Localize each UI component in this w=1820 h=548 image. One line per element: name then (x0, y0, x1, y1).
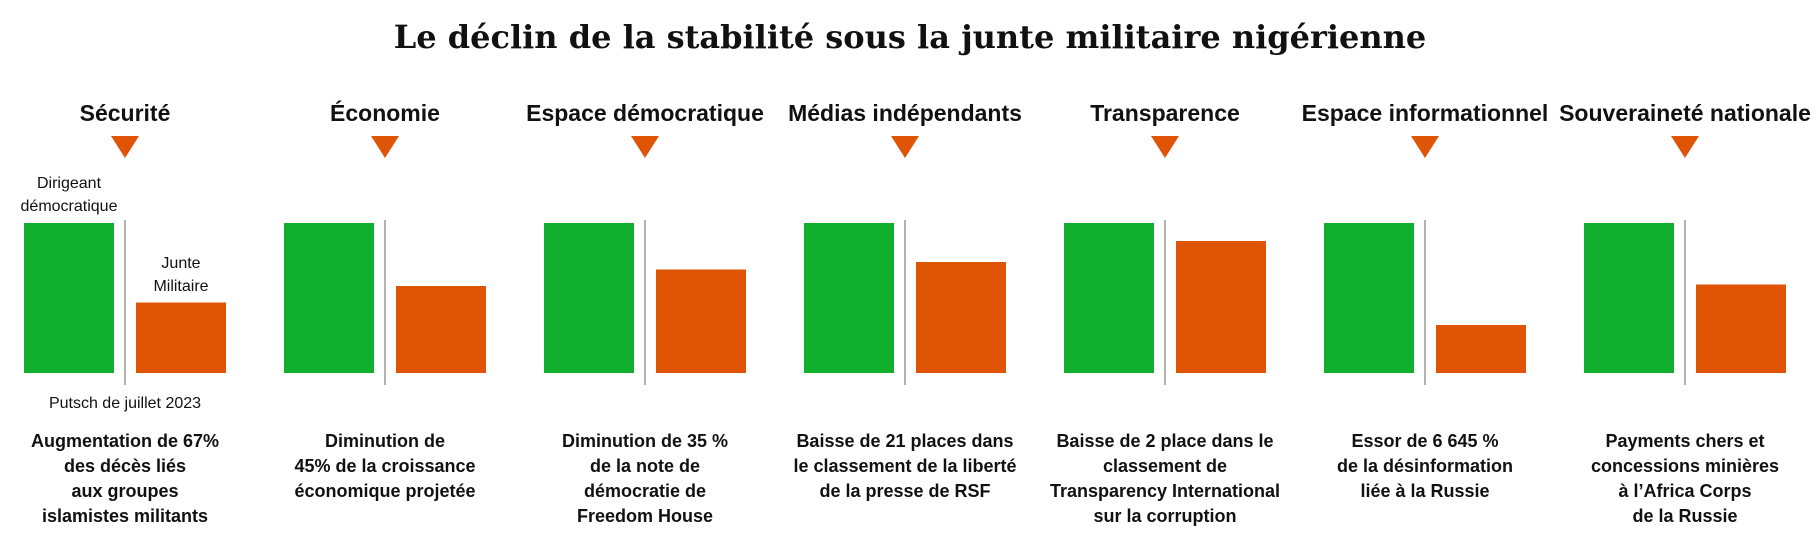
panel-description-line: sur la corruption (1093, 506, 1236, 526)
legend-junta-label: Militaire (153, 278, 208, 295)
bar-junta-6 (1696, 284, 1786, 373)
bar-democratic-1 (284, 223, 374, 373)
panel-description-line: de la désinformation (1337, 456, 1513, 476)
bar-junta-5 (1436, 325, 1526, 373)
panel-title-2: Espace démocratique (526, 100, 764, 126)
panel-description-line: Freedom House (577, 506, 713, 526)
panel-title-6: Souveraineté nationale (1559, 100, 1811, 126)
panel-description-line: de la note de (590, 456, 700, 476)
panel-description-line: Payments chers et (1605, 431, 1764, 451)
panel-description-line: Essor de 6 645 % (1351, 431, 1498, 451)
panel-description-line: des décès liés (64, 456, 186, 476)
bar-junta-2 (656, 269, 746, 373)
bar-democratic-2 (544, 223, 634, 373)
legend-democratic-label: démocratique (21, 198, 118, 215)
down-arrow-icon (1411, 136, 1439, 158)
putsch-date-label: Putsch de juillet 2023 (49, 395, 201, 412)
legend-junta-label: Junte (161, 255, 200, 272)
down-arrow-icon (891, 136, 919, 158)
bar-junta-4 (1176, 241, 1266, 373)
down-arrow-icon (631, 136, 659, 158)
panel-description-line: économique projetée (294, 481, 475, 501)
down-arrow-icon (111, 136, 139, 158)
panel-title-4: Transparence (1090, 100, 1240, 126)
panel-description-line: Transparency International (1050, 481, 1280, 501)
panel-description-line: démocratie de (584, 481, 706, 501)
bar-junta-3 (916, 262, 1006, 373)
bar-democratic-4 (1064, 223, 1154, 373)
panel-description-line: liée à la Russie (1360, 481, 1489, 501)
panel-description-line: Augmentation de 67% (31, 431, 219, 451)
panel-description-line: le classement de la liberté (793, 456, 1016, 476)
panel-title-3: Médias indépendants (788, 100, 1022, 126)
panel-description-line: classement de (1103, 456, 1227, 476)
panel-description-line: islamistes militants (42, 506, 208, 526)
panel-description-line: 45% de la croissance (294, 456, 475, 476)
panel-title-0: Sécurité (80, 100, 171, 126)
chart-title: Le déclin de la stabilité sous la junte … (393, 18, 1427, 56)
down-arrow-icon (1151, 136, 1179, 158)
panel-title-5: Espace informationnel (1302, 100, 1549, 126)
panel-description-line: Baisse de 2 place dans le (1056, 431, 1273, 451)
panel-description-line: concessions minières (1591, 456, 1779, 476)
panel-description-line: à l’Africa Corps (1618, 481, 1751, 501)
panel-title-1: Économie (330, 99, 440, 126)
down-arrow-icon (371, 136, 399, 158)
bar-junta-0 (136, 302, 226, 373)
panel-description-line: Baisse de 21 places dans (796, 431, 1013, 451)
panel-description-line: de la Russie (1632, 506, 1737, 526)
panel-description-line: Diminution de 35 % (562, 431, 728, 451)
panel-description-line: Diminution de (325, 431, 445, 451)
legend-democratic-label: Dirigeant (37, 175, 102, 192)
bar-democratic-5 (1324, 223, 1414, 373)
bar-democratic-6 (1584, 223, 1674, 373)
bar-democratic-3 (804, 223, 894, 373)
bar-democratic-0 (24, 223, 114, 373)
down-arrow-icon (1671, 136, 1699, 158)
panel-description-line: de la presse de RSF (819, 481, 990, 501)
bar-junta-1 (396, 286, 486, 373)
panel-description-line: aux groupes (71, 481, 178, 501)
